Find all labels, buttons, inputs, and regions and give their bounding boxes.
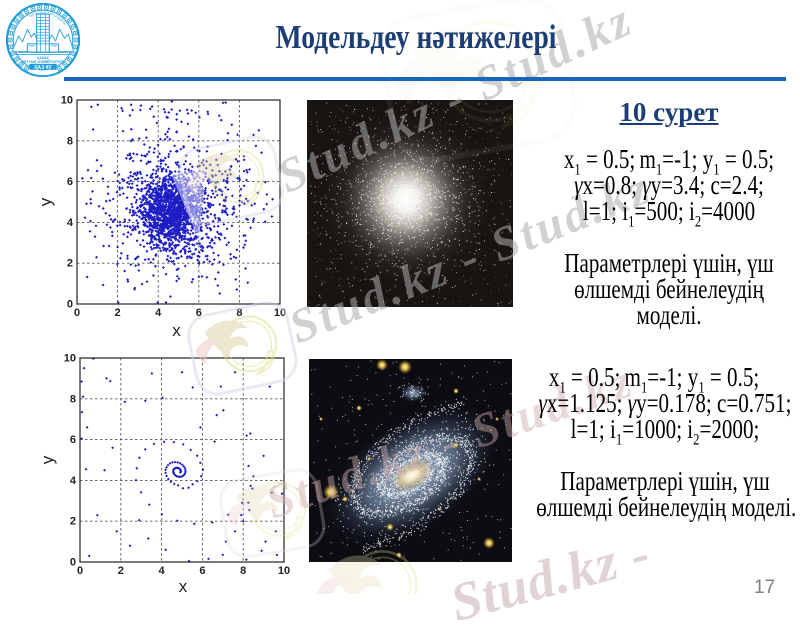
svg-text:4: 4 [159, 565, 166, 577]
svg-text:10: 10 [64, 353, 76, 365]
svg-text:6: 6 [67, 176, 73, 188]
svg-text:x: x [179, 577, 188, 594]
svg-text:0: 0 [67, 299, 73, 311]
svg-text:ҚАЗАҚ: ҚАЗАҚ [37, 56, 49, 60]
svg-text:2: 2 [70, 516, 76, 528]
svg-text:8: 8 [67, 135, 73, 147]
svg-text:10: 10 [278, 565, 290, 577]
svg-text:8: 8 [236, 307, 242, 319]
svg-text:ҰЛТТЫҚ УНИВЕРСИТЕТІ: ҰЛТТЫҚ УНИВЕРСИТЕТІ [22, 60, 64, 64]
svg-text:y: y [36, 197, 55, 206]
svg-text:6: 6 [70, 434, 76, 446]
svg-text:4: 4 [70, 475, 77, 487]
svg-text:x: x [172, 321, 181, 340]
svg-text:4: 4 [67, 217, 74, 229]
svg-text:4: 4 [155, 307, 162, 319]
svg-text:2: 2 [115, 307, 121, 319]
svg-text:6: 6 [199, 565, 205, 577]
svg-text:10: 10 [61, 95, 73, 107]
svg-text:2: 2 [67, 258, 73, 270]
svg-text:ҚАЗ ҰУ: ҚАЗ ҰУ [34, 65, 52, 71]
svg-text:y: y [38, 455, 57, 464]
svg-text:8: 8 [70, 393, 76, 405]
svg-text:6: 6 [196, 307, 202, 319]
svg-text:2: 2 [118, 565, 124, 577]
svg-text:0: 0 [74, 307, 80, 319]
svg-text:8: 8 [240, 565, 246, 577]
svg-text:0: 0 [77, 565, 83, 577]
svg-text:0: 0 [70, 557, 76, 569]
